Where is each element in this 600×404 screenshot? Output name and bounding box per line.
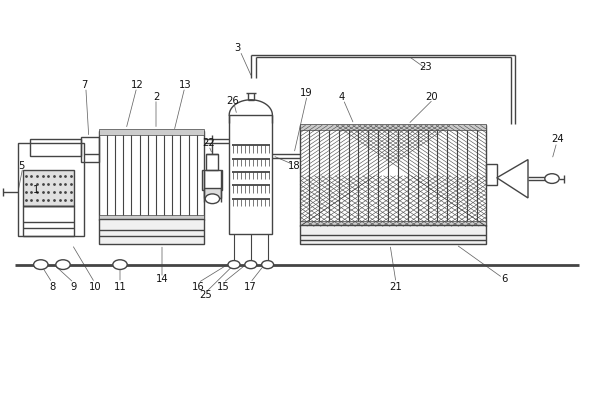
Text: 5: 5 [18, 161, 24, 170]
Bar [99, 219, 204, 244]
Bar [486, 164, 497, 185]
Bar [23, 170, 74, 206]
Circle shape [56, 260, 70, 269]
Text: 17: 17 [244, 282, 257, 292]
Bar [300, 225, 486, 244]
Bar [300, 124, 486, 130]
Bar [99, 129, 204, 135]
Text: 4: 4 [339, 92, 345, 102]
Text: 23: 23 [419, 62, 433, 72]
Text: 13: 13 [178, 80, 191, 90]
Text: 20: 20 [425, 92, 439, 102]
Bar [202, 170, 222, 190]
Text: 6: 6 [501, 274, 507, 284]
Text: 18: 18 [287, 161, 301, 170]
Bar [229, 115, 272, 234]
Text: 19: 19 [299, 88, 313, 98]
Bar [300, 221, 486, 226]
Bar [204, 188, 221, 198]
Bar [30, 139, 81, 156]
Text: 15: 15 [217, 282, 230, 292]
Bar [18, 143, 84, 236]
Text: 7: 7 [81, 80, 87, 90]
Text: 1: 1 [33, 185, 39, 195]
Text: 26: 26 [226, 96, 239, 106]
Circle shape [113, 260, 127, 269]
Bar [81, 137, 99, 162]
Circle shape [545, 174, 559, 183]
Text: 3: 3 [234, 44, 240, 53]
Text: 8: 8 [49, 282, 55, 292]
Text: 9: 9 [71, 282, 77, 292]
Text: 21: 21 [389, 282, 403, 292]
Text: 14: 14 [155, 274, 169, 284]
Text: 10: 10 [88, 282, 101, 292]
Bar [23, 206, 74, 236]
Text: 12: 12 [130, 80, 143, 90]
Circle shape [262, 261, 274, 269]
Text: 22: 22 [202, 139, 215, 148]
Bar [206, 154, 218, 170]
Circle shape [34, 260, 48, 269]
Bar [300, 125, 486, 226]
Text: 24: 24 [551, 135, 565, 144]
Circle shape [205, 194, 220, 204]
Bar [99, 131, 204, 220]
Text: 16: 16 [191, 282, 205, 292]
Text: 2: 2 [153, 92, 159, 102]
Text: 11: 11 [113, 282, 127, 292]
Circle shape [228, 261, 240, 269]
Text: 25: 25 [199, 290, 212, 300]
Circle shape [245, 261, 257, 269]
Bar [99, 215, 204, 220]
